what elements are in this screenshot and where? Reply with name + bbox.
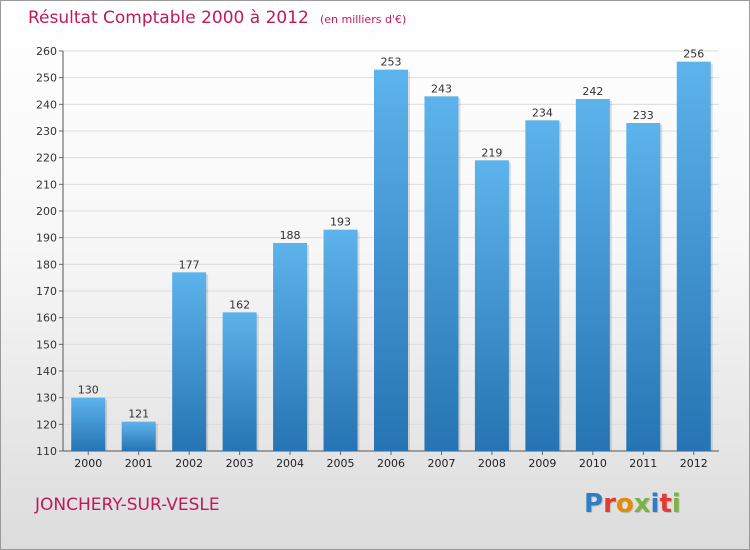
label-layer: 130 121 177 162 188 193 253 243 219 234 242 233 256 bbox=[78, 48, 705, 421]
bar-2000 bbox=[71, 397, 106, 451]
y-tick-label: 260 bbox=[36, 45, 57, 58]
x-tick-label-2002: 2002 bbox=[175, 457, 203, 470]
bar-2006 bbox=[374, 69, 408, 452]
y-tick-label: 230 bbox=[36, 125, 57, 138]
logo-letter: r bbox=[603, 489, 616, 519]
data-label-2005: 193 bbox=[330, 216, 351, 229]
y-tick-label: 130 bbox=[36, 392, 57, 405]
y-tick-label: 160 bbox=[36, 312, 57, 325]
logo-letter: P bbox=[584, 489, 604, 519]
data-label-2010: 242 bbox=[582, 85, 603, 98]
bar-2008 bbox=[474, 160, 509, 452]
x-tick-label-2009: 2009 bbox=[528, 457, 556, 470]
x-tick-label-2001: 2001 bbox=[125, 457, 153, 470]
commune-name: JONCHERY-SUR-VESLE bbox=[35, 495, 220, 515]
y-tick-label: 210 bbox=[36, 178, 57, 191]
title-line: Résultat Comptable 2000 à 2012 (en milli… bbox=[28, 8, 406, 28]
data-label-2002: 177 bbox=[179, 258, 200, 271]
bar-2001 bbox=[121, 421, 156, 451]
x-tick-label-2006: 2006 bbox=[377, 457, 405, 470]
bar-2004 bbox=[273, 243, 308, 451]
y-tick-label: 110 bbox=[36, 445, 57, 458]
logo-letter: i bbox=[650, 489, 660, 519]
logo-letter: i bbox=[671, 489, 681, 519]
data-label-2011: 233 bbox=[633, 109, 654, 122]
x-tick-label-2004: 2004 bbox=[276, 457, 304, 470]
y-tick-label: 150 bbox=[36, 338, 57, 351]
y-tick-label: 170 bbox=[36, 285, 57, 298]
y-tick-label: 190 bbox=[36, 232, 57, 245]
data-label-2012: 256 bbox=[683, 48, 704, 61]
y-tick-label: 140 bbox=[36, 365, 57, 378]
bar-2012 bbox=[676, 61, 711, 452]
x-tick-label-2010: 2010 bbox=[579, 457, 607, 470]
data-label-2007: 243 bbox=[431, 82, 452, 95]
bar-2002 bbox=[172, 272, 207, 451]
y-tick-label: 250 bbox=[36, 72, 57, 85]
bar-2007 bbox=[424, 96, 459, 451]
bar-2005 bbox=[323, 229, 358, 451]
bar-2010 bbox=[575, 99, 610, 451]
bar-2003 bbox=[222, 312, 257, 451]
proxiti-logo[interactable]: Proxiti bbox=[584, 489, 681, 519]
chart-title: Résultat Comptable 2000 à 2012 bbox=[28, 8, 309, 28]
y-tick-label: 120 bbox=[36, 418, 57, 431]
axis-layer: 110 120 130 140 150 160 170 180 190 200 210 220 230 2… bbox=[36, 45, 719, 470]
x-tick-label-2012: 2012 bbox=[680, 457, 708, 470]
y-tick-label: 240 bbox=[36, 98, 57, 111]
x-tick-label-2007: 2007 bbox=[427, 457, 455, 470]
y-tick-label: 220 bbox=[36, 152, 57, 165]
data-label-2000: 130 bbox=[78, 384, 99, 397]
logo-letter: t bbox=[659, 489, 672, 519]
x-tick-label-2000: 2000 bbox=[74, 457, 102, 470]
y-tick-label: 180 bbox=[36, 258, 57, 271]
x-tick-label-2005: 2005 bbox=[327, 457, 355, 470]
logo-letter: o bbox=[615, 489, 634, 519]
x-tick-label-2008: 2008 bbox=[478, 457, 506, 470]
x-tick-label-2011: 2011 bbox=[629, 457, 657, 470]
logo-letter: x bbox=[633, 489, 651, 519]
y-tick-label: 200 bbox=[36, 205, 57, 218]
data-label-2006: 253 bbox=[381, 56, 402, 69]
data-label-2004: 188 bbox=[280, 229, 301, 242]
bar-2011 bbox=[626, 123, 661, 451]
data-label-2001: 121 bbox=[128, 408, 149, 421]
chart-unit: (en milliers d'€) bbox=[319, 13, 407, 26]
bar-layer bbox=[71, 61, 713, 452]
bar-2009 bbox=[525, 120, 560, 451]
data-label-2009: 234 bbox=[532, 106, 553, 119]
data-label-2008: 219 bbox=[481, 146, 502, 159]
x-tick-label-2003: 2003 bbox=[226, 457, 254, 470]
data-label-2003: 162 bbox=[229, 298, 250, 311]
